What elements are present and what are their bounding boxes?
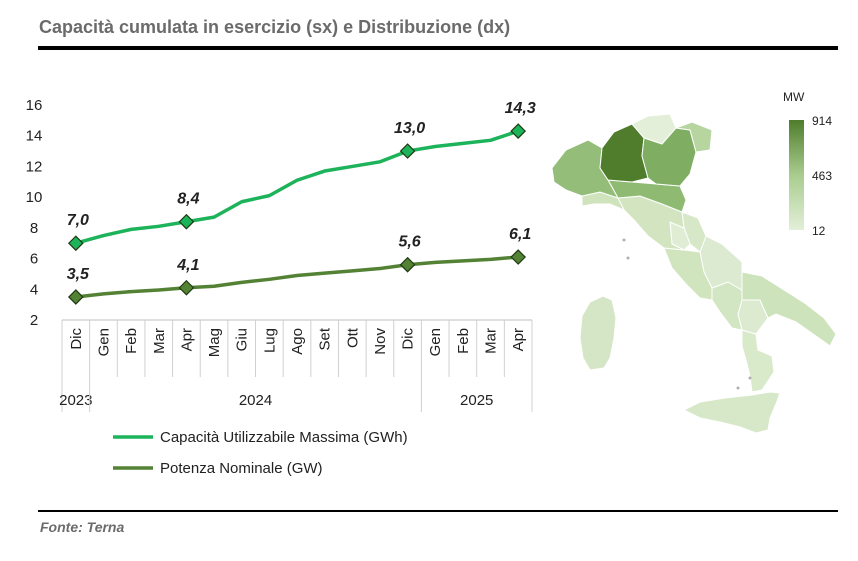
data-label: 8,4 [177,191,199,208]
data-marker [178,279,195,296]
y-tick-label: 10 [26,189,43,206]
scale-label-min: 12 [812,224,826,238]
data-marker [178,213,195,230]
map-region-puglia [741,271,837,347]
map-region-sicily [682,391,781,434]
y-tick-label: 4 [30,281,38,298]
y-tick-label: 6 [30,251,38,268]
color-scale-bar [789,120,804,230]
y-tick-label: 16 [26,97,43,114]
x-category-label: Feb [123,328,140,354]
x-category-label: Mar [151,328,168,354]
series-line-1 [75,255,519,299]
data-label: 4,1 [176,257,199,274]
map-region-piedmont [551,139,620,199]
y-tick-label: 2 [30,312,38,329]
series-layer: 7,0 8,4 13,0 14,3 3,5 4,1 5,6 6,1 [67,100,536,305]
chart-title: Capacità cumulata in esercizio (sx) e Di… [39,17,511,37]
legend-label: Potenza Nominale (GW) [160,460,323,477]
map-region-veneto [641,127,697,187]
data-marker [399,256,416,273]
x-category-label: Gen [427,328,444,356]
x-category-label: Nov [372,328,389,355]
x-category-label: Apr [178,328,195,351]
data-label: 6,1 [509,226,531,243]
x-category-label: Ago [289,328,306,355]
title-rule [38,46,838,50]
data-marker [510,123,527,139]
x-category-label: Mag [206,328,223,357]
data-marker [67,289,84,305]
footer-rule [38,510,838,512]
map-island [622,238,626,242]
y-tick-label: 12 [26,158,43,175]
x-category-label: Feb [455,328,472,354]
x-category-label: Apr [510,328,527,351]
x-category-label: Set [317,327,334,350]
data-label: 3,5 [67,266,90,283]
x-category-label: Lug [261,328,278,353]
data-marker [510,249,527,265]
year-label: 2024 [239,392,272,409]
year-label: 2023 [59,392,92,409]
y-axis: 2 4 6 8 10 12 14 16 [26,97,43,329]
year-label: 2025 [460,392,493,409]
map-island [736,386,740,390]
data-label: 13,0 [394,120,425,137]
source-note: Fonte: Terna [40,519,125,535]
scale-title: MW [783,90,805,104]
data-marker [67,235,84,252]
x-category-label: Giu [234,328,251,351]
italy-map: MW 914 463 12 [551,90,837,434]
map-island [748,376,752,380]
map-region-calabria [741,329,775,393]
x-category-label: Dic [400,328,417,350]
map-region-lazio [663,247,713,301]
x-category-label: Gen [95,328,112,356]
map-region-campania [711,281,743,331]
data-label: 14,3 [505,100,536,117]
legend: Capacità Utilizzabile Massima (GWh) Poten… [113,429,408,477]
data-label: 7,0 [67,212,89,229]
legend-label: Capacità Utilizzabile Massima (GWh) [160,429,408,446]
y-tick-label: 14 [26,128,43,145]
series-line-0 [75,129,519,245]
scale-label-mid: 463 [812,169,832,183]
x-category-label: Mar [483,328,500,354]
map-region-emilia-romagna [607,179,687,213]
scale-label-max: 914 [812,114,832,128]
y-tick-label: 8 [30,220,38,237]
x-category-label: Dic [68,328,85,350]
map-region-friuli [675,121,713,153]
x-axis: Dic Gen Feb Mar Apr Mag Giu Lug Ago Set Ott Nov Dic G… [59,319,533,412]
x-category-label: Ott [344,327,361,348]
map-region-sardinia [579,295,617,371]
map-island [626,256,630,260]
data-marker [399,143,416,159]
data-label: 5,6 [398,234,420,251]
